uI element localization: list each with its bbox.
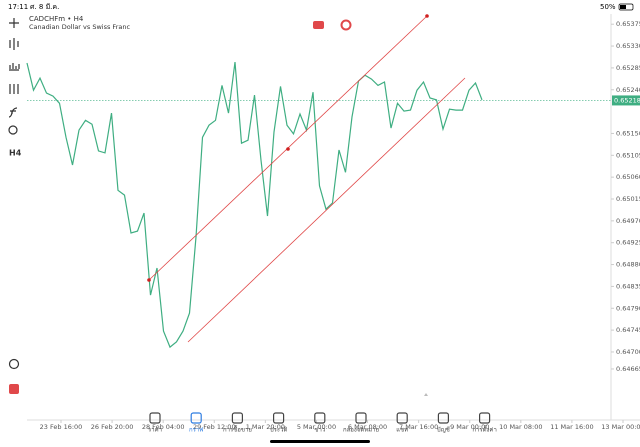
price-line xyxy=(26,62,483,349)
y-tick-label: 0.65015 xyxy=(616,195,640,203)
x-tick-label: 26 Feb 20:00 xyxy=(91,423,134,431)
bars-tool[interactable] xyxy=(9,63,20,71)
tab-icon[interactable] xyxy=(190,412,202,424)
tab-label[interactable]: ราคา xyxy=(148,427,162,434)
tab-label[interactable]: กล่องจดหมาย xyxy=(343,427,379,434)
y-tick-label: 0.64745 xyxy=(616,326,640,334)
y-tick-label: 0.65375 xyxy=(616,20,640,28)
x-tick-label: 1 Mar 20:00 xyxy=(246,423,285,431)
crosshair-tool[interactable] xyxy=(9,18,19,28)
tab-label[interactable]: ข่าว xyxy=(314,427,325,434)
trade-button[interactable] xyxy=(313,21,324,29)
objects-tool[interactable] xyxy=(8,125,18,135)
period-marker xyxy=(424,393,428,396)
candle-tool[interactable] xyxy=(9,38,19,50)
status-time: 17:11 xyxy=(8,3,28,11)
battery-fill xyxy=(620,5,626,9)
x-tick-label: 5 Mar 00:00 xyxy=(297,423,336,431)
anchor-point[interactable] xyxy=(425,14,429,18)
tab-icon[interactable] xyxy=(437,412,449,424)
x-tick-label: 6 Mar 08:00 xyxy=(348,423,387,431)
current-price-label: 0.65218 xyxy=(614,96,640,104)
x-tick-label: 9 Mar 00:00 xyxy=(450,423,489,431)
anchor-point[interactable] xyxy=(286,147,290,151)
tab-icon[interactable] xyxy=(355,412,367,424)
function-tool[interactable] xyxy=(8,107,18,118)
battery: 50% xyxy=(600,3,616,11)
indicators-tool[interactable] xyxy=(9,84,19,94)
x-tick-label: 7 Mar 16:00 xyxy=(399,423,438,431)
tab-label[interactable]: ประวัติ xyxy=(270,427,288,434)
tab-icon[interactable] xyxy=(273,412,285,424)
y-tick-label: 0.64835 xyxy=(616,282,640,290)
tab-icon[interactable] xyxy=(396,412,408,424)
channel-line[interactable] xyxy=(187,77,466,343)
x-tick-label: 23 Feb 16:00 xyxy=(40,423,83,431)
timeframe-icon[interactable]: H4 xyxy=(9,149,22,158)
y-tick-label: 0.64925 xyxy=(616,239,640,247)
alert-button[interactable] xyxy=(340,19,352,31)
bottom-nav: ราคา กราฟ การซื้อขาย ประวัติ ข่าว กล่องจดหมาย… xyxy=(148,412,497,434)
home-indicator xyxy=(270,440,370,443)
x-tick-label: 29 Feb 12:00 xyxy=(193,423,236,431)
tab-label[interactable]: แชท xyxy=(396,427,408,434)
zoom-tool[interactable] xyxy=(8,358,20,370)
y-tick-label: 0.64665 xyxy=(616,365,640,373)
tab-icon[interactable] xyxy=(314,412,326,424)
tab-icon[interactable] xyxy=(479,412,491,424)
tab-label[interactable]: การซื้อขาย xyxy=(223,424,252,434)
x-tick-label: 28 Feb 04:00 xyxy=(142,423,185,431)
battery-icon xyxy=(618,3,634,11)
y-tick-label: 0.65105 xyxy=(616,151,640,159)
x-tick-label: 11 Mar 16:00 xyxy=(550,423,593,431)
tab-label[interactable]: การตั้งค่า xyxy=(472,424,496,434)
left-toolbar xyxy=(8,18,20,370)
tab-icon[interactable] xyxy=(149,412,161,424)
x-tick-label: 10 Mar 08:00 xyxy=(499,423,542,431)
tab-icon[interactable] xyxy=(231,412,243,424)
description: Canadian Dollar vs Swiss Franc xyxy=(29,23,130,31)
tab-label[interactable]: กราฟ xyxy=(189,427,203,434)
trade-icon[interactable] xyxy=(9,384,19,394)
x-tick-label: 13 Mar 00:00 xyxy=(601,423,640,431)
tab-label[interactable]: บัญชี xyxy=(437,426,450,434)
current-price-box xyxy=(612,95,640,106)
y-tick-label: 0.65285 xyxy=(616,64,640,72)
status-date: ศ. 8 มี.ค. xyxy=(30,3,59,11)
anchor-point[interactable] xyxy=(147,278,151,282)
symbol[interactable]: CADCHFm • H4 xyxy=(29,15,84,23)
